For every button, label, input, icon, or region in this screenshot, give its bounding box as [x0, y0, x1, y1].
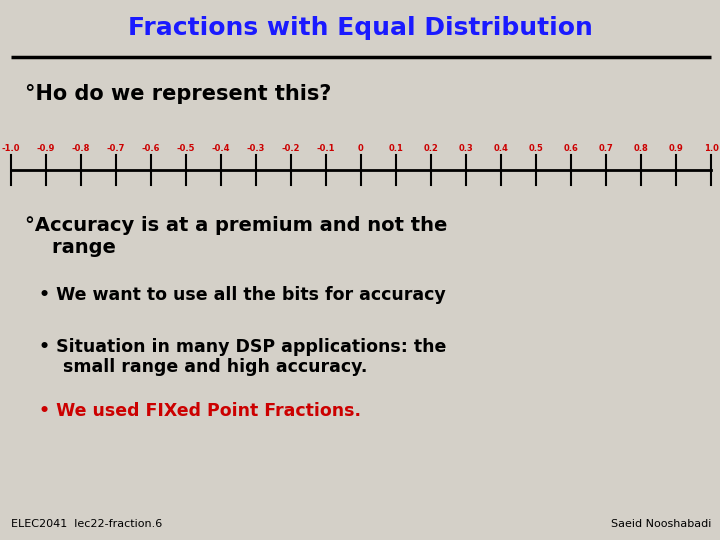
- Text: -0.6: -0.6: [142, 144, 160, 153]
- Text: 0.2: 0.2: [423, 144, 438, 153]
- Text: Saeid Nooshabadi: Saeid Nooshabadi: [611, 519, 711, 529]
- Text: -0.4: -0.4: [212, 144, 230, 153]
- Text: 0.8: 0.8: [634, 144, 648, 153]
- Text: • We used FIXed Point Fractions.: • We used FIXed Point Fractions.: [40, 402, 361, 420]
- Text: °Ho do we represent this?: °Ho do we represent this?: [25, 84, 331, 104]
- Text: • We want to use all the bits for accuracy: • We want to use all the bits for accura…: [40, 286, 446, 304]
- Text: -1.0: -1.0: [1, 144, 20, 153]
- Text: 0.7: 0.7: [598, 144, 613, 153]
- Text: -0.9: -0.9: [37, 144, 55, 153]
- Text: 0.3: 0.3: [459, 144, 473, 153]
- Text: 0.9: 0.9: [669, 144, 683, 153]
- Text: 0.5: 0.5: [528, 144, 544, 153]
- Text: 0.4: 0.4: [493, 144, 508, 153]
- Text: 0.6: 0.6: [564, 144, 578, 153]
- Text: -0.7: -0.7: [107, 144, 125, 153]
- Text: -0.2: -0.2: [282, 144, 300, 153]
- Text: °Accuracy is at a premium and not the
    range: °Accuracy is at a premium and not the ra…: [25, 216, 447, 257]
- Text: -0.5: -0.5: [176, 144, 195, 153]
- Text: • Situation in many DSP applications: the
    small range and high accuracy.: • Situation in many DSP applications: th…: [40, 338, 447, 376]
- Text: 0.1: 0.1: [389, 144, 403, 153]
- Text: 1.0: 1.0: [703, 144, 719, 153]
- Text: -0.1: -0.1: [317, 144, 335, 153]
- Text: 0: 0: [358, 144, 364, 153]
- Text: -0.3: -0.3: [247, 144, 265, 153]
- Text: -0.8: -0.8: [72, 144, 90, 153]
- Text: Fractions with Equal Distribution: Fractions with Equal Distribution: [128, 16, 593, 40]
- Text: ELEC2041  lec22-fraction.6: ELEC2041 lec22-fraction.6: [11, 519, 162, 529]
